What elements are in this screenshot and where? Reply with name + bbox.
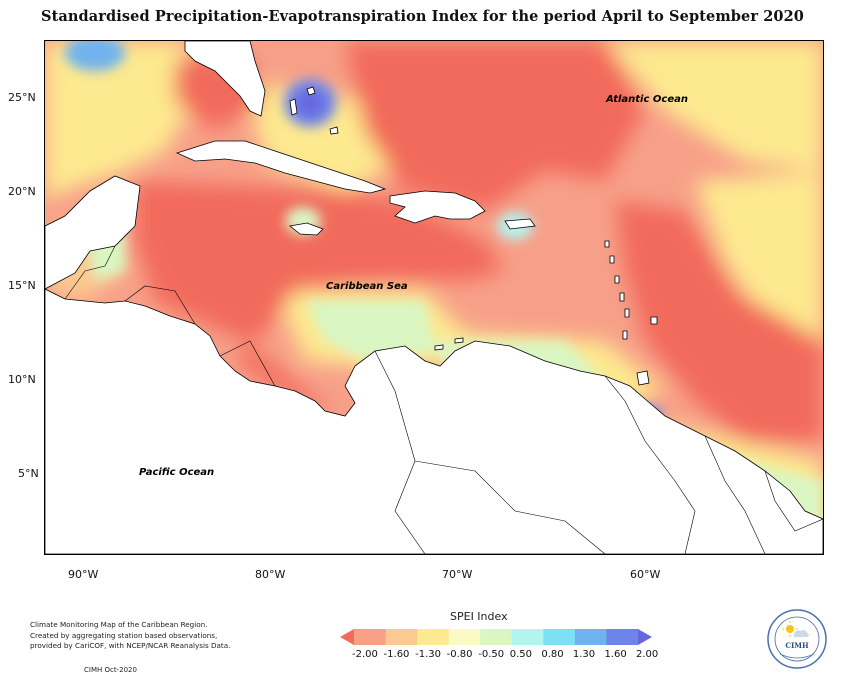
legend-value-label: -1.60: [383, 649, 410, 660]
lon-label-70w: 70°W: [442, 568, 473, 581]
border-suriname-guiana: [764, 470, 823, 532]
land-barbados: [650, 316, 658, 325]
legend-boxes: [354, 629, 639, 645]
land-curacao: [454, 337, 464, 344]
spei-legend: [340, 628, 652, 650]
caribbean-sea-label: Caribbean Sea: [326, 281, 408, 292]
border-guyana-suriname: [704, 435, 766, 554]
legend-value-label: 0.50: [509, 649, 533, 660]
legend-arrow-right: [638, 629, 652, 645]
lat-label-15n: 15°N: [8, 279, 36, 292]
lon-label-80w: 80°W: [255, 568, 286, 581]
legend-color-box: [385, 629, 418, 645]
zone-atlantic-dry: [345, 41, 645, 211]
legend-value-label: -0.50: [478, 649, 505, 660]
country-borders: [64, 245, 823, 554]
land-bahamas-abaco: [306, 86, 316, 96]
land-masses: [45, 41, 823, 554]
legend-value-label: 1.60: [604, 649, 627, 660]
zone-gulf-normal: [45, 41, 195, 201]
sun-cloud-icon: CIMH: [767, 609, 827, 669]
legend-color-box: [606, 629, 639, 645]
land-antilles-1: [604, 240, 610, 248]
land-bahamas-exuma: [329, 126, 339, 135]
legend-arrow-left: [340, 629, 354, 645]
footer-date: CIMH Oct-2020: [84, 666, 137, 674]
legend-color-box: [574, 629, 607, 645]
map-title: Standardised Precipitation-Evapotranspir…: [41, 8, 804, 25]
lon-label-90w: 90°W: [68, 568, 99, 581]
border-venezuela-guyana: [604, 375, 696, 554]
legend-color-box: [543, 629, 576, 645]
lat-label-20n: 20°N: [8, 185, 36, 198]
border-nicaragua: [219, 340, 276, 387]
land-trinidad: [636, 370, 650, 386]
lat-label-5n: 5°N: [18, 467, 39, 480]
zone-atlantic-east-normal: [695, 171, 823, 341]
land-florida: [184, 41, 266, 117]
legend-value-label: 2.00: [636, 649, 659, 660]
land-antilles-3: [614, 275, 620, 284]
land-antilles-5: [624, 308, 630, 318]
land-jamaica: [289, 222, 324, 236]
legend-color-box: [480, 629, 513, 645]
footer-note-line: Climate Monitoring Map of the Caribbean …: [30, 620, 208, 629]
footer-note: Climate Monitoring Map of the Caribbean …: [30, 620, 230, 652]
zone-gulf-wet: [65, 41, 125, 71]
legend-color-box: [511, 629, 544, 645]
legend-value-label: -0.80: [446, 649, 473, 660]
zone-bahamas-very-wet: [296, 90, 324, 116]
border-colombia-brazil: [414, 460, 606, 554]
zone-atlantic-north-normal: [605, 41, 823, 171]
cimh-logo: CIMH: [766, 608, 828, 670]
spei-map: [44, 40, 824, 555]
legend-value-label: -1.30: [415, 649, 441, 660]
border-honduras: [124, 285, 196, 325]
legend-value-label: 0.80: [541, 649, 564, 660]
legend-color-box: [417, 629, 450, 645]
land-aruba: [434, 344, 444, 351]
logo-text: CIMH: [785, 641, 809, 650]
zone-central-wet: [305, 301, 435, 361]
land-puerto-rico: [504, 218, 536, 230]
legend-value-label: -2.00: [352, 649, 378, 660]
legend-value-label: 1.30: [572, 649, 596, 660]
land-bahamas-andros: [289, 98, 298, 116]
legend-colorbar: [340, 629, 652, 645]
land-antilles-4: [619, 292, 625, 302]
zone-caribbean-dry: [135, 181, 505, 411]
lat-label-25n: 25°N: [8, 91, 36, 104]
land-hispaniola: [389, 190, 486, 224]
lat-label-10n: 10°N: [8, 373, 36, 386]
land-central-south-america: [45, 175, 823, 554]
legend-color-box: [354, 629, 387, 645]
border-mexico-guatemala: [64, 245, 116, 300]
footer-note-line: Created by aggregating station based obs…: [30, 630, 218, 640]
legend-title: SPEI Index: [450, 610, 508, 623]
land-antilles-6: [622, 330, 628, 340]
lon-label-60w: 60°W: [630, 568, 661, 581]
atlantic-ocean-label: Atlantic Ocean: [606, 94, 688, 105]
zone-lesser-antilles-dry: [615, 201, 823, 441]
pacific-ocean-label: Pacific Ocean: [139, 467, 215, 478]
legend-color-box: [448, 629, 481, 645]
map-canvas: [45, 41, 823, 554]
land-antilles-2: [609, 255, 615, 264]
footer-note-line: provided by CariCOF, with NCEP/NCAR Rean…: [30, 641, 231, 650]
land-cuba: [175, 140, 387, 194]
